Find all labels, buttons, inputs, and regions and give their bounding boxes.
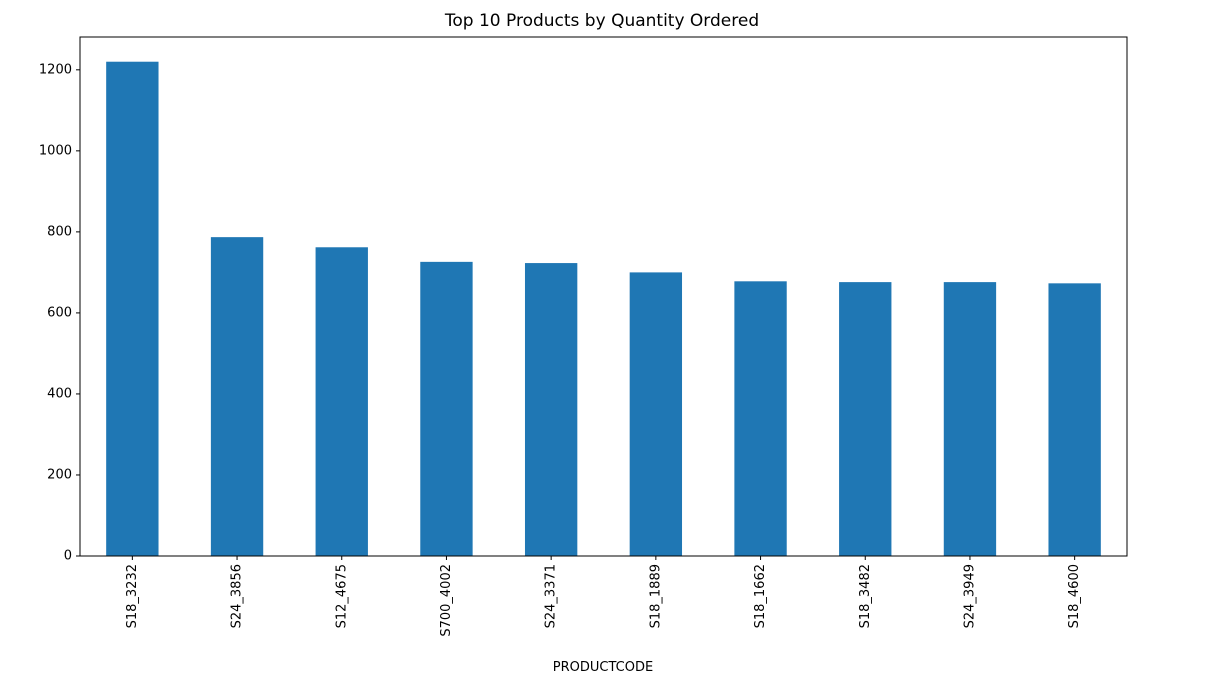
x-tick-label: S18_3232 — [125, 564, 140, 628]
x-tick-label: S24_3949 — [962, 564, 977, 628]
bar-s24-3371 — [524, 263, 578, 556]
bar-s18-3482 — [839, 282, 892, 556]
bar-s18-3232 — [106, 61, 159, 556]
x-tick-label: S12_4675 — [334, 564, 349, 628]
bar-s12-4675 — [315, 247, 368, 557]
bar-s18-1889 — [629, 272, 683, 556]
chart-title: Top 10 Products by Quantity Ordered — [444, 11, 759, 31]
y-tick-label: 1200 — [39, 62, 72, 77]
x-tick-label: S24_3371 — [544, 564, 559, 628]
bars-group — [106, 61, 1101, 557]
x-tick-label: S18_1889 — [648, 564, 663, 628]
y-tick-label: 800 — [47, 224, 72, 239]
x-tick-label: S18_1662 — [753, 564, 768, 628]
x-tick-label: S18_4600 — [1067, 564, 1082, 628]
bar-s18-1662 — [734, 281, 787, 556]
y-tick-label: 0 — [64, 549, 72, 564]
bar-s24-3949 — [943, 282, 997, 556]
y-tick-label: 600 — [47, 305, 72, 320]
x-axis-label: PRODUCTCODE — [553, 660, 653, 675]
x-tick-label: S18_3482 — [858, 564, 873, 628]
x-tick-label: S700_4002 — [439, 564, 454, 637]
y-tick-label: 400 — [47, 386, 72, 401]
x-tick-label: S24_3856 — [230, 564, 245, 628]
bar-s18-4600 — [1048, 283, 1101, 556]
bar-s24-3856 — [210, 237, 264, 556]
y-axis-ticks: 0 200 400 600 800 1000 1200 — [39, 62, 80, 564]
bar-s700-4002 — [420, 261, 473, 556]
y-tick-label: 1000 — [39, 143, 72, 158]
x-axis-ticks: S18_3232 S24_3856 S12_4675 S700_4002 S24_337… — [125, 556, 1082, 637]
y-tick-label: 200 — [47, 467, 72, 482]
plot-area-frame — [79, 36, 1128, 557]
